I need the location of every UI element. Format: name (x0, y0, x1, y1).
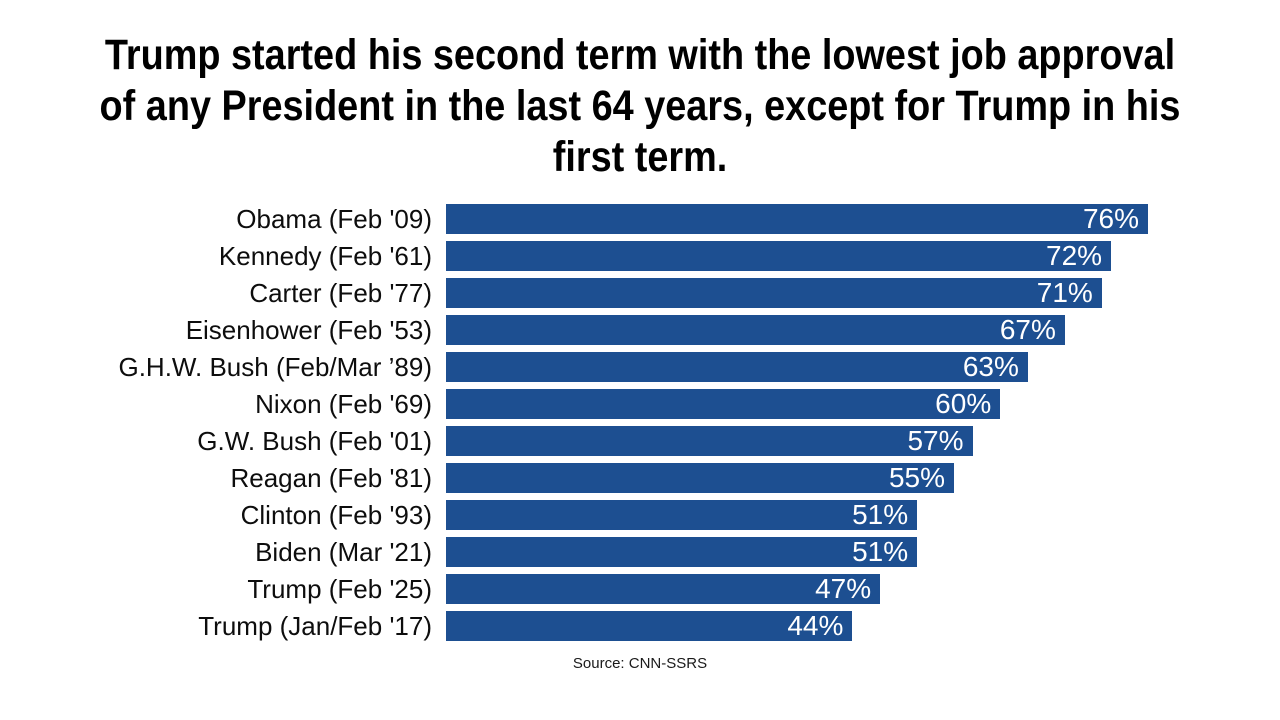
bar: 47% (446, 573, 881, 604)
bar-track: 51% (446, 499, 1148, 530)
bar-label: Kennedy (Feb '61) (218, 240, 432, 271)
chart-row: Carter (Feb '77) 71% (0, 277, 1280, 308)
chart-row: Clinton (Feb '93) 51% (0, 499, 1280, 530)
chart-title-line: Trump started his second term with the l… (104, 31, 1176, 79)
chart-row: Obama (Feb '09) 76% (0, 203, 1280, 234)
bar-label: Eisenhower (Feb '53) (185, 314, 432, 345)
chart-row: Kennedy (Feb '61) 72% (0, 240, 1280, 271)
bar-track: 67% (446, 314, 1148, 345)
bar: 71% (446, 277, 1102, 308)
chart-row: Trump (Feb '25) 47% (0, 573, 1280, 604)
bar-value-label: 51% (852, 536, 909, 567)
bar-track: 55% (446, 462, 1148, 493)
bar: 44% (446, 610, 853, 641)
bar-value-label: 57% (907, 425, 964, 456)
bar: 67% (446, 314, 1065, 345)
chart-row: Trump (Jan/Feb '17) 44% (0, 610, 1280, 641)
bar-track: 51% (446, 536, 1148, 567)
chart-title: Trump started his second term with the l… (0, 30, 1280, 183)
bar-track: 47% (446, 573, 1148, 604)
chart-title-line: first term. (552, 133, 728, 181)
bar-label: Trump (Jan/Feb '17) (198, 610, 432, 641)
bar: 76% (446, 203, 1148, 234)
bar-track: 63% (446, 351, 1148, 382)
bar-chart: Obama (Feb '09) 76% Kennedy (Feb '61) 72% Ca… (0, 203, 1280, 641)
bar-track: 57% (446, 425, 1148, 456)
chart-row: G.H.W. Bush (Feb/Mar ’89) 63% (0, 351, 1280, 382)
chart-title-line: of any President in the last 64 years, e… (99, 82, 1181, 130)
bar-label: Biden (Mar '21) (255, 536, 432, 567)
bar-track: 76% (446, 203, 1148, 234)
bar-value-label: 72% (1046, 240, 1103, 271)
bar-value-label: 71% (1036, 277, 1093, 308)
bar-label: G.H.W. Bush (Feb/Mar ’89) (118, 351, 432, 382)
bar-label: Nixon (Feb '69) (255, 388, 432, 419)
bar-value-label: 44% (787, 610, 844, 641)
bar-value-label: 60% (935, 388, 992, 419)
bar-value-label: 51% (852, 499, 909, 530)
chart-row: Biden (Mar '21) 51% (0, 536, 1280, 567)
bar-label: G.W. Bush (Feb '01) (197, 425, 432, 456)
source-note: Source: CNN-SSRS (572, 655, 708, 672)
bar-label: Trump (Feb '25) (247, 573, 432, 604)
chart-row: Eisenhower (Feb '53) 67% (0, 314, 1280, 345)
bar-label: Clinton (Feb '93) (240, 499, 432, 530)
bar-value-label: 47% (815, 573, 872, 604)
bar: 60% (446, 388, 1001, 419)
bar: 72% (446, 240, 1112, 271)
bar-track: 60% (446, 388, 1148, 419)
bar-label: Carter (Feb '77) (249, 277, 432, 308)
bar-label: Reagan (Feb '81) (230, 462, 432, 493)
chart-row: Reagan (Feb '81) 55% (0, 462, 1280, 493)
bar-track: 71% (446, 277, 1148, 308)
bar-value-label: 76% (1082, 203, 1139, 234)
bar: 57% (446, 425, 973, 456)
bar-value-label: 63% (962, 351, 1019, 382)
bar: 51% (446, 536, 918, 567)
bar-track: 72% (446, 240, 1148, 271)
bar-value-label: 55% (888, 462, 946, 493)
chart-row: Nixon (Feb '69) 60% (0, 388, 1280, 419)
bar-value-label: 67% (999, 314, 1056, 345)
bar: 63% (446, 351, 1028, 382)
bar-label: Obama (Feb '09) (236, 203, 432, 234)
chart-row: G.W. Bush (Feb '01) 57% (0, 425, 1280, 456)
bar: 55% (446, 462, 955, 493)
bar: 51% (446, 499, 918, 530)
bar-track: 44% (446, 610, 1148, 641)
